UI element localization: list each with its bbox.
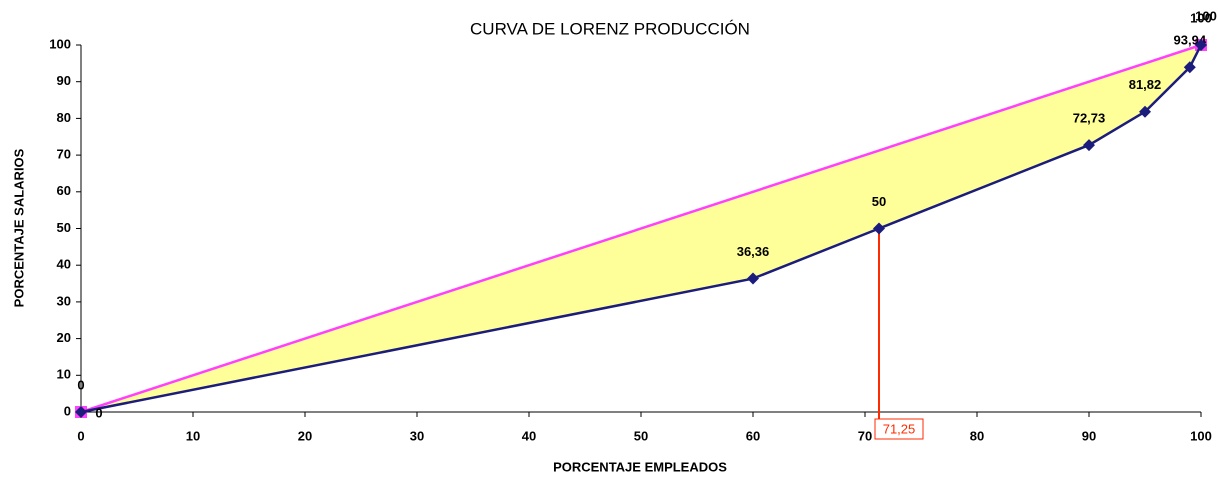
data-label: 81,82 [1129,77,1162,92]
y-axis-label: PORCENTAJE SALARIOS [11,148,26,307]
y-tick-label: 10 [57,367,71,382]
data-label: 0 [95,405,102,420]
series-line [80,43,1202,414]
chart-title: CURVA DE LORENZ PRODUCCIÓN [470,19,750,38]
point [1195,39,1207,51]
y-tick-label: 90 [57,73,71,88]
y-tick-label: 60 [57,183,71,198]
data-label: 0 [77,377,84,392]
point [1139,105,1151,118]
y-tick-label: 40 [57,257,71,272]
data-label: 50 [872,194,886,209]
annotation-box [874,418,924,440]
y-tick-label: 30 [57,293,71,308]
y-tick-label: 100 [49,36,71,51]
x-tick-label: 10 [186,428,200,443]
point [75,406,87,418]
point [1083,139,1095,152]
x-tick-label: 50 [634,428,648,443]
y-tick-label: 50 [57,220,71,235]
x-tick-label: 20 [298,428,312,443]
y-tick-label: 80 [57,110,71,125]
x-tick-label: 60 [746,428,760,443]
y-tick-label: 0 [64,403,71,418]
x-tick-label: 100 [1190,428,1212,443]
x-tick-label: 80 [970,428,984,443]
annotation-label: 71,25 [883,421,916,436]
point [873,222,885,235]
y-tick-label: 20 [57,330,71,345]
x-tick-label: 40 [522,428,536,443]
x-tick-label: 0 [77,428,84,443]
x-axis-label: PORCENTAJE EMPLEADOS [553,459,727,474]
x-tick-label: 90 [1082,428,1096,443]
point [1183,61,1196,74]
x-tick-label: 70 [858,428,872,443]
data-label: 100 [1190,10,1212,25]
x-tick-label: 30 [410,428,424,443]
y-tick-label: 70 [57,147,71,162]
point [747,272,759,285]
data-label: 36,36 [737,244,770,259]
data-label: 72,73 [1073,111,1106,126]
data-label: 100 [1195,8,1217,23]
